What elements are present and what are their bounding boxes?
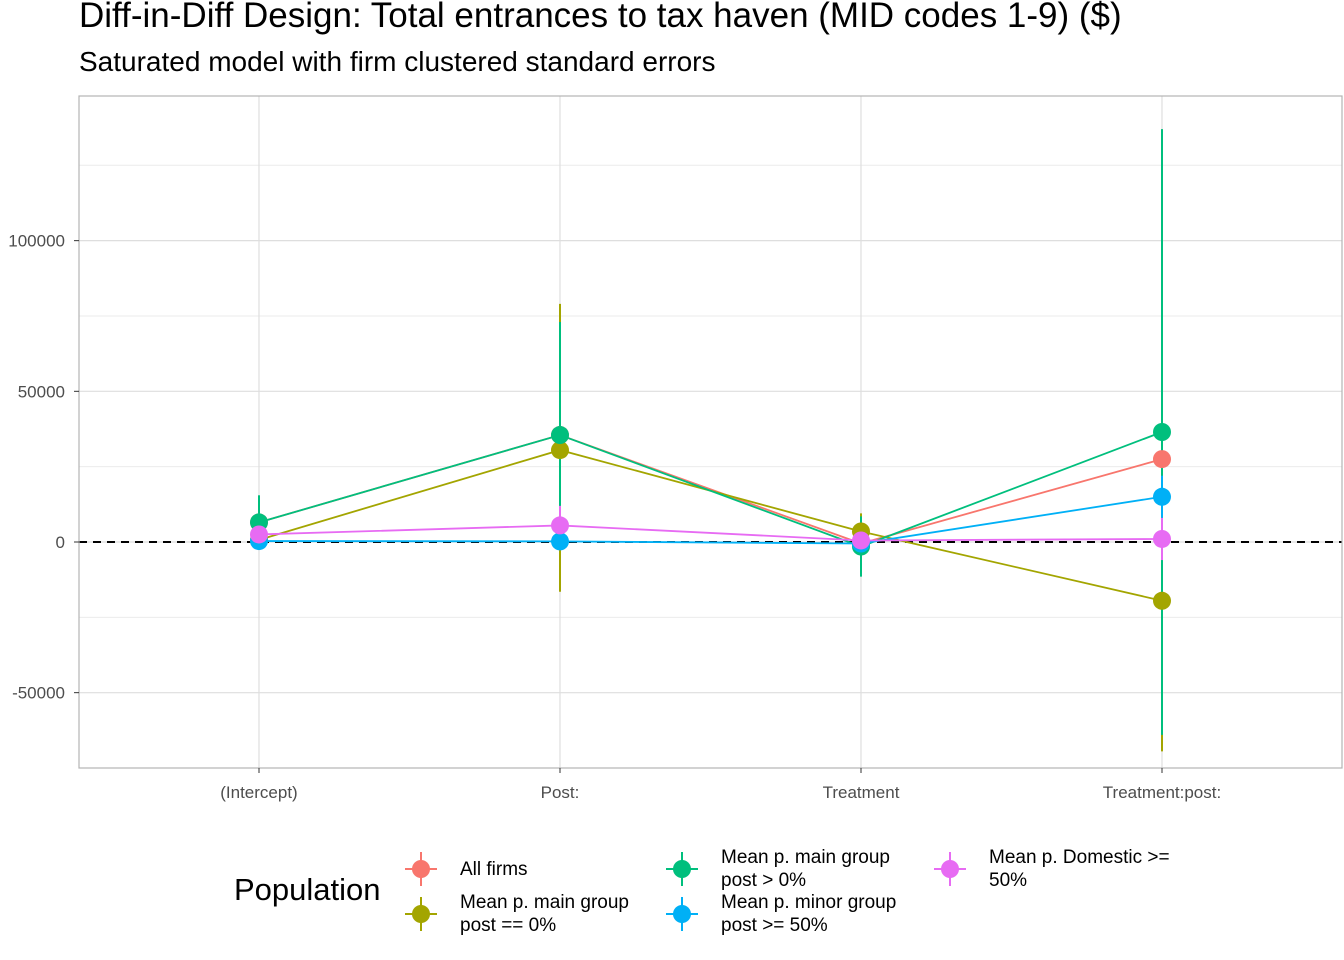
legend-key-series-5 <box>934 852 966 886</box>
series-2-line <box>258 449 1163 602</box>
series-lines <box>258 431 1163 602</box>
chart-subtitle: Saturated model with firm clustered stan… <box>79 46 716 77</box>
series-5-line <box>258 524 1163 542</box>
minor-gridlines <box>79 164 1342 769</box>
legend-key-series-2 <box>405 897 437 931</box>
series-2-point <box>551 441 569 460</box>
y-tick-label: 0 <box>56 533 65 552</box>
error-bars <box>258 129 1163 752</box>
legend-key-point <box>412 860 430 878</box>
legend-key-series-4 <box>666 897 698 931</box>
x-axis-ticks: (Intercept) Post: Treatment Treatment:post: <box>220 768 1221 802</box>
x-tick-label: (Intercept) <box>220 783 297 802</box>
series-1-point <box>1153 450 1171 469</box>
series-5-point <box>551 516 569 535</box>
legend-key-series-3 <box>666 852 698 886</box>
series-3-point <box>1153 423 1171 441</box>
legend-label-series-1: All firms <box>460 858 528 880</box>
series-4-point <box>551 532 569 551</box>
legend-label-series-4: Mean p. minor group post >= 50% <box>721 892 897 936</box>
series-2-point <box>1153 591 1171 610</box>
y-tick-label: 50000 <box>18 382 65 401</box>
x-tick-label: Treatment <box>823 783 900 802</box>
series-5-point <box>1153 529 1171 548</box>
legend-label-series-3: Mean p. main group post > 0% <box>721 847 890 891</box>
legend-key-point <box>941 860 959 878</box>
chart-title: Diff-in-Diff Design: Total entrances to … <box>79 0 1122 35</box>
legend-label-series-2: Mean p. main group post == 0% <box>460 892 629 936</box>
legend-title: Population <box>234 872 381 907</box>
y-axis-ticks: -50000 0 50000 100000 <box>8 232 79 703</box>
x-tick-label: Post: <box>541 783 580 802</box>
series-5-point <box>852 531 870 550</box>
legend-key-point <box>673 860 691 878</box>
major-gridlines <box>79 96 1342 768</box>
series-3-line <box>258 431 1163 548</box>
panel-border <box>78 95 1343 769</box>
y-tick-label: -50000 <box>12 684 65 703</box>
series-4-line <box>258 495 1163 545</box>
legend-label-series-5: Mean p. Domestic >= 50% <box>989 847 1170 891</box>
series-4-point <box>1153 487 1171 506</box>
y-tick-label: 100000 <box>8 232 65 251</box>
series-1-line <box>258 434 1163 545</box>
series-3-point <box>551 426 569 445</box>
legend-key-point <box>412 905 430 923</box>
plot-panel-border <box>78 95 1343 769</box>
series-5-point <box>250 525 268 544</box>
series-points <box>250 423 1171 610</box>
x-tick-label: Treatment:post: <box>1103 783 1221 802</box>
legend-key-point <box>673 905 691 923</box>
legend-key-series-1 <box>405 852 437 886</box>
